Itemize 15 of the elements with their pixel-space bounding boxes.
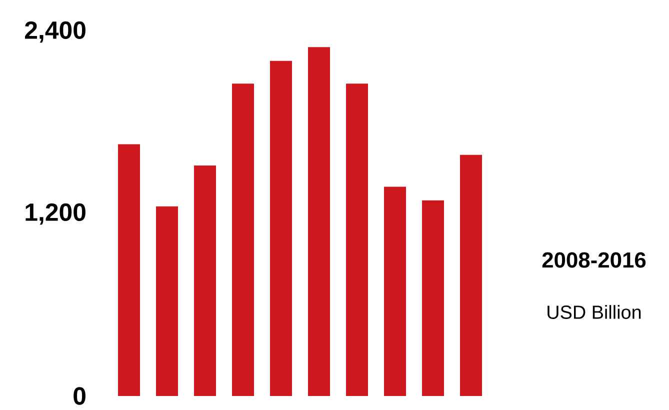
bar (270, 60, 292, 396)
bar (118, 144, 140, 396)
bar (194, 165, 216, 396)
y-tick-label: 2,400 (25, 21, 86, 43)
text: 2008-2016 (542, 252, 646, 268)
y-tick-label: 0 (74, 387, 86, 405)
bar (308, 47, 330, 396)
bar (232, 84, 254, 396)
bar (422, 200, 444, 396)
bar (156, 206, 178, 396)
bar (460, 154, 482, 396)
bar (384, 186, 406, 396)
text: USD Billion (548, 305, 641, 319)
y-tick-label: 1,200 (26, 203, 86, 225)
bar (346, 84, 368, 396)
